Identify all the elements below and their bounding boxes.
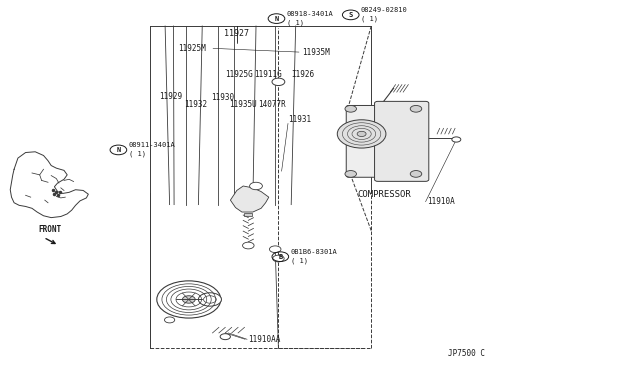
Text: 08918-3401A
( 1): 08918-3401A ( 1) xyxy=(287,11,333,26)
Text: JP7500 C: JP7500 C xyxy=(448,349,485,358)
Circle shape xyxy=(269,246,281,253)
Text: 11910A: 11910A xyxy=(427,197,454,206)
Text: FRONT: FRONT xyxy=(38,225,61,234)
Text: 11931: 11931 xyxy=(288,115,311,124)
Text: 11911G: 11911G xyxy=(254,70,282,79)
Circle shape xyxy=(220,334,230,340)
FancyBboxPatch shape xyxy=(374,102,429,182)
Circle shape xyxy=(250,182,262,190)
FancyBboxPatch shape xyxy=(346,106,385,177)
Circle shape xyxy=(157,281,221,318)
Circle shape xyxy=(164,317,175,323)
Circle shape xyxy=(273,255,284,262)
Circle shape xyxy=(452,137,461,142)
Text: 11925G: 11925G xyxy=(225,70,253,79)
Circle shape xyxy=(182,296,195,303)
Text: B: B xyxy=(278,254,282,260)
Text: 11930: 11930 xyxy=(211,93,234,102)
Bar xyxy=(244,213,252,216)
Polygon shape xyxy=(230,186,269,212)
Circle shape xyxy=(357,131,366,137)
Text: 14077R: 14077R xyxy=(259,100,286,109)
Text: 11910AA: 11910AA xyxy=(248,335,281,344)
Circle shape xyxy=(272,78,285,86)
Circle shape xyxy=(198,293,221,306)
Text: COMPRESSOR: COMPRESSOR xyxy=(357,190,411,199)
Text: I1926: I1926 xyxy=(291,70,314,79)
Text: 08249-02810
( 1): 08249-02810 ( 1) xyxy=(361,7,408,22)
Circle shape xyxy=(345,106,356,112)
Text: N: N xyxy=(116,147,120,153)
Circle shape xyxy=(243,242,254,249)
Circle shape xyxy=(410,170,422,177)
Text: S: S xyxy=(349,12,353,18)
Text: N: N xyxy=(275,16,278,22)
Text: 11925M: 11925M xyxy=(178,44,205,53)
Circle shape xyxy=(337,120,386,148)
Text: 0B1B6-8301A
( 1): 0B1B6-8301A ( 1) xyxy=(291,249,337,264)
Text: 11927: 11927 xyxy=(224,29,250,38)
Text: 08911-3401A
( 1): 08911-3401A ( 1) xyxy=(129,142,175,157)
Text: 11935M: 11935M xyxy=(302,48,330,57)
Text: 11935U: 11935U xyxy=(229,100,257,109)
Circle shape xyxy=(410,106,422,112)
Text: 11932: 11932 xyxy=(184,100,207,109)
Circle shape xyxy=(345,170,356,177)
Text: 11929: 11929 xyxy=(159,92,182,101)
